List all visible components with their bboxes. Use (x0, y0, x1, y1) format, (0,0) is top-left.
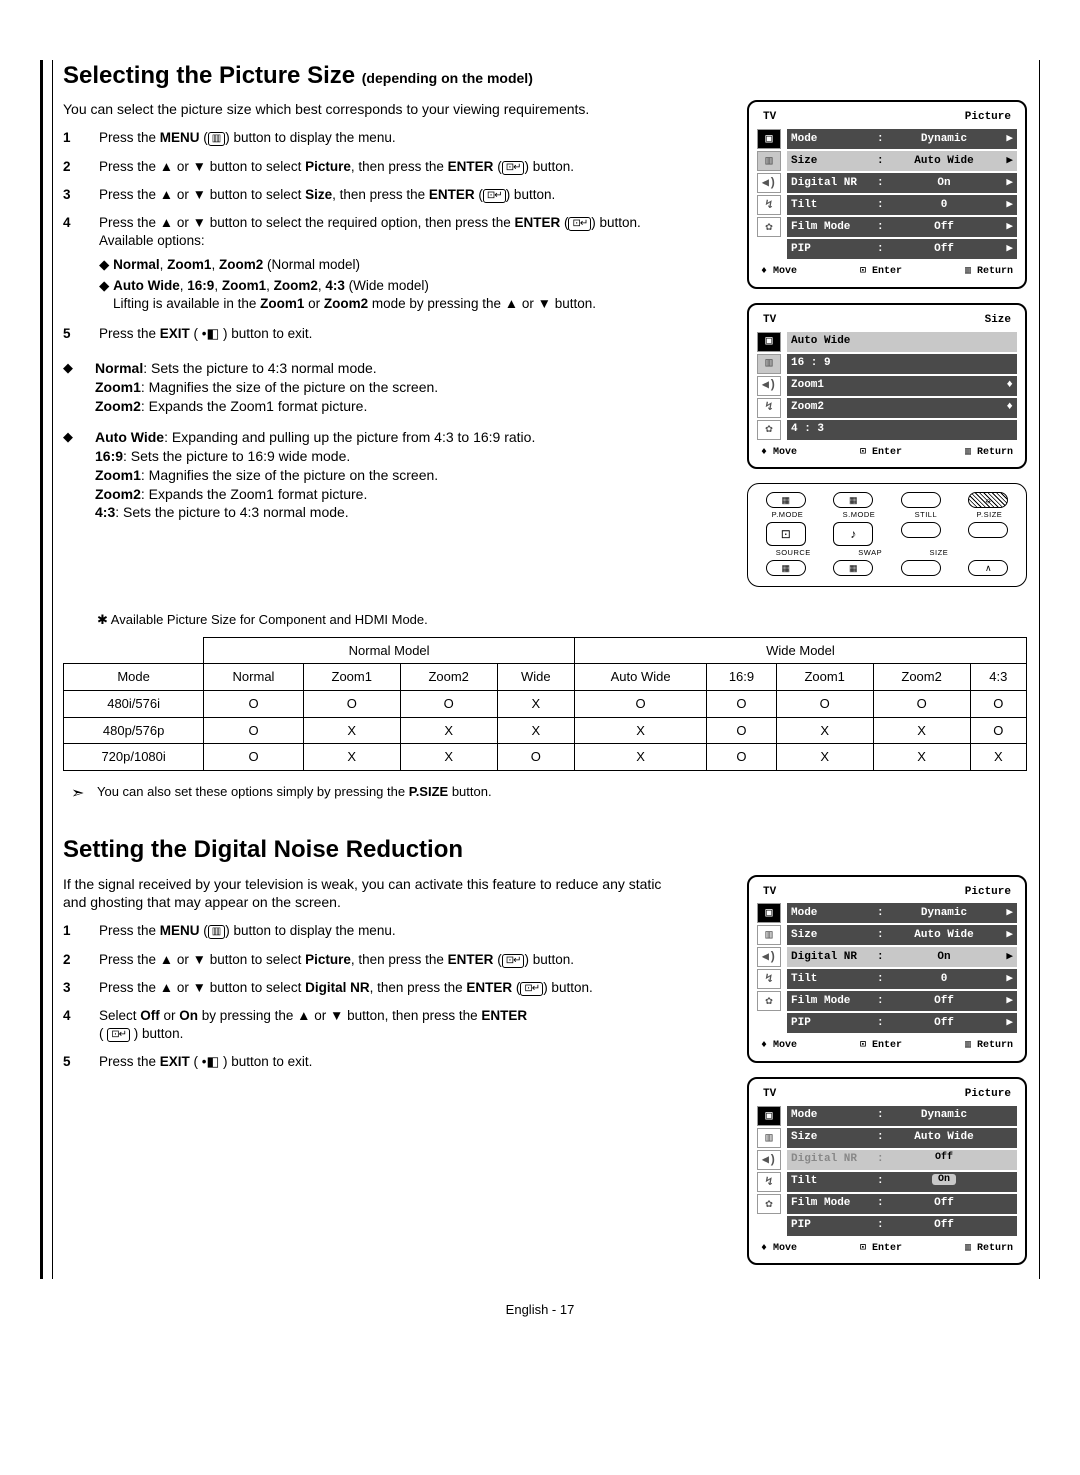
table-note: ✱ Available Picture Size for Component a… (97, 611, 1027, 629)
remote-btn (968, 522, 1008, 538)
osd-picture-menu: TVPicture ▣ ▥ ◀) ↯ ✿ Mode:Dynamic▶ Size:… (747, 100, 1027, 288)
remote-btn (901, 492, 941, 508)
enter-icon: ⊡↵ (520, 982, 543, 996)
step-1: Press the MENU (▥) button to display the… (99, 922, 729, 940)
sound-icon: ▥ (757, 354, 781, 374)
exit-icon: •◧ (202, 1054, 219, 1069)
remote-btn: ♪ (833, 522, 873, 546)
channel-icon: ◀) (757, 947, 781, 967)
table-row: 480i/576i OOOXOOOOO (64, 690, 1027, 717)
section1-heading: Selecting the Picture Size (depending on… (63, 60, 1027, 92)
remote-btn: ▦ (766, 560, 806, 576)
remote-btn: ▦ (833, 560, 873, 576)
sound-icon: ▥ (757, 151, 781, 171)
exit-icon: •◧ (202, 326, 219, 341)
osd-tv-label: TV (763, 313, 776, 328)
options-list: Normal, Zoom1, Zoom2 (Normal model) Auto… (99, 256, 729, 313)
osd-category-icons: ▣ ▥ ◀) ↯ ✿ (757, 129, 781, 259)
remote-btn (901, 560, 941, 576)
section2-intro: If the signal received by your televisio… (63, 875, 683, 913)
section1-body: You can select the picture size which be… (63, 100, 729, 534)
section1-intro: You can select the picture size which be… (63, 100, 683, 119)
desc-wide-model: Auto Wide: Expanding and pulling up the … (95, 428, 729, 522)
remote-btn: ▦ (833, 492, 873, 508)
step-3: Press the ▲ or ▼ button to select Digita… (99, 979, 729, 997)
picture-icon: ▣ (757, 332, 781, 352)
picture-icon: ▣ (757, 129, 781, 149)
osd-picture-menu-dnr-popup: TVPicture ▣ ▥ ◀) ↯ ✿ Mode:Dynamic Size:A… (747, 1077, 1027, 1265)
input-icon: ✿ (757, 1194, 781, 1214)
menu-icon: ▥ (208, 925, 225, 939)
enter-icon: ⊡↵ (502, 954, 525, 968)
step-5: Press the EXIT ( •◧ ) button to exit. (99, 325, 729, 343)
osd-tv-label: TV (763, 1087, 776, 1102)
compatibility-table: Normal Model Wide Model Mode Normal Zoom… (63, 637, 1027, 771)
section1-steps: Press the MENU (▥) button to display the… (63, 129, 729, 343)
enter-icon: ⊡↵ (483, 189, 506, 203)
step-4: Press the ▲ or ▼ button to select the re… (99, 214, 729, 315)
step-3: Press the ▲ or ▼ button to select Size, … (99, 186, 729, 204)
enter-icon: ⊡↵ (107, 1028, 130, 1042)
mode-descriptions: Normal: Sets the picture to 4:3 normal m… (63, 359, 729, 522)
remote-illustration: ▦ ▦ ⦵ P.MODE S.MODE STILL P.SIZE ⊡ ♪ SOU… (747, 483, 1027, 587)
desc-normal-model: Normal: Sets the picture to 4:3 normal m… (95, 359, 729, 416)
setup-icon: ↯ (757, 1172, 781, 1192)
remote-btn (901, 522, 941, 538)
remote-btn: ⊡ (766, 522, 806, 546)
osd-title: Size (985, 313, 1011, 328)
input-icon: ✿ (757, 217, 781, 237)
osd-title: Picture (965, 885, 1011, 900)
section2-steps: Press the MENU (▥) button to display the… (63, 922, 729, 1071)
channel-icon: ◀) (757, 173, 781, 193)
channel-icon: ◀) (757, 1150, 781, 1170)
table-row: 480p/576p OXXXXOXXO (64, 717, 1027, 744)
enter-icon: ⊡↵ (568, 217, 591, 231)
manual-page: Selecting the Picture Size (depending on… (40, 60, 1040, 1279)
step-2: Press the ▲ or ▼ button to select Pictur… (99, 951, 729, 969)
input-icon: ✿ (757, 420, 781, 440)
osd-tv-label: TV (763, 110, 776, 125)
osd-picture-menu-dnr: TVPicture ▣ ▥ ◀) ↯ ✿ Mode:Dynamic▶ Size:… (747, 875, 1027, 1063)
remote-btn: ▦ (766, 492, 806, 508)
osd-tv-label: TV (763, 885, 776, 900)
step-4: Select Off or On by pressing the ▲ or ▼ … (99, 1007, 729, 1043)
picture-icon: ▣ (757, 903, 781, 923)
dnr-popup-on: On (932, 1174, 956, 1185)
remote-btn: ∧ (968, 560, 1008, 576)
table-row: 720p/1080i OXXOXOXXX (64, 744, 1027, 771)
step-1: Press the MENU (▥) button to display the… (99, 129, 729, 147)
section1-subtitle: (depending on the model) (362, 70, 533, 86)
osd-title: Picture (965, 1087, 1011, 1102)
step-5: Press the EXIT ( •◧ ) button to exit. (99, 1053, 729, 1071)
sound-icon: ▥ (757, 1128, 781, 1148)
remote-psize-button[interactable]: ⦵ (968, 492, 1008, 508)
menu-icon: ▥ (208, 132, 225, 146)
setup-icon: ↯ (757, 195, 781, 215)
osd-size-menu: TVSize ▣ ▥ ◀) ↯ ✿ Auto Wide 16 : 9 Zoom1… (747, 303, 1027, 469)
section1-title: Selecting the Picture Size (63, 62, 355, 89)
step-2: Press the ▲ or ▼ button to select Pictur… (99, 158, 729, 176)
picture-icon: ▣ (757, 1106, 781, 1126)
dnr-popup-off: Off (929, 1152, 959, 1163)
sound-icon: ▥ (757, 925, 781, 945)
section2-heading: Setting the Digital Noise Reduction (63, 834, 1027, 866)
page-footer: English - 17 (40, 1301, 1040, 1319)
enter-icon: ⊡↵ (502, 161, 525, 175)
input-icon: ✿ (757, 991, 781, 1011)
setup-icon: ↯ (757, 969, 781, 989)
osd-title: Picture (965, 110, 1011, 125)
channel-icon: ◀) (757, 376, 781, 396)
setup-icon: ↯ (757, 398, 781, 418)
psize-note: You can also set these options simply by… (71, 783, 1027, 805)
divider (52, 60, 53, 1279)
